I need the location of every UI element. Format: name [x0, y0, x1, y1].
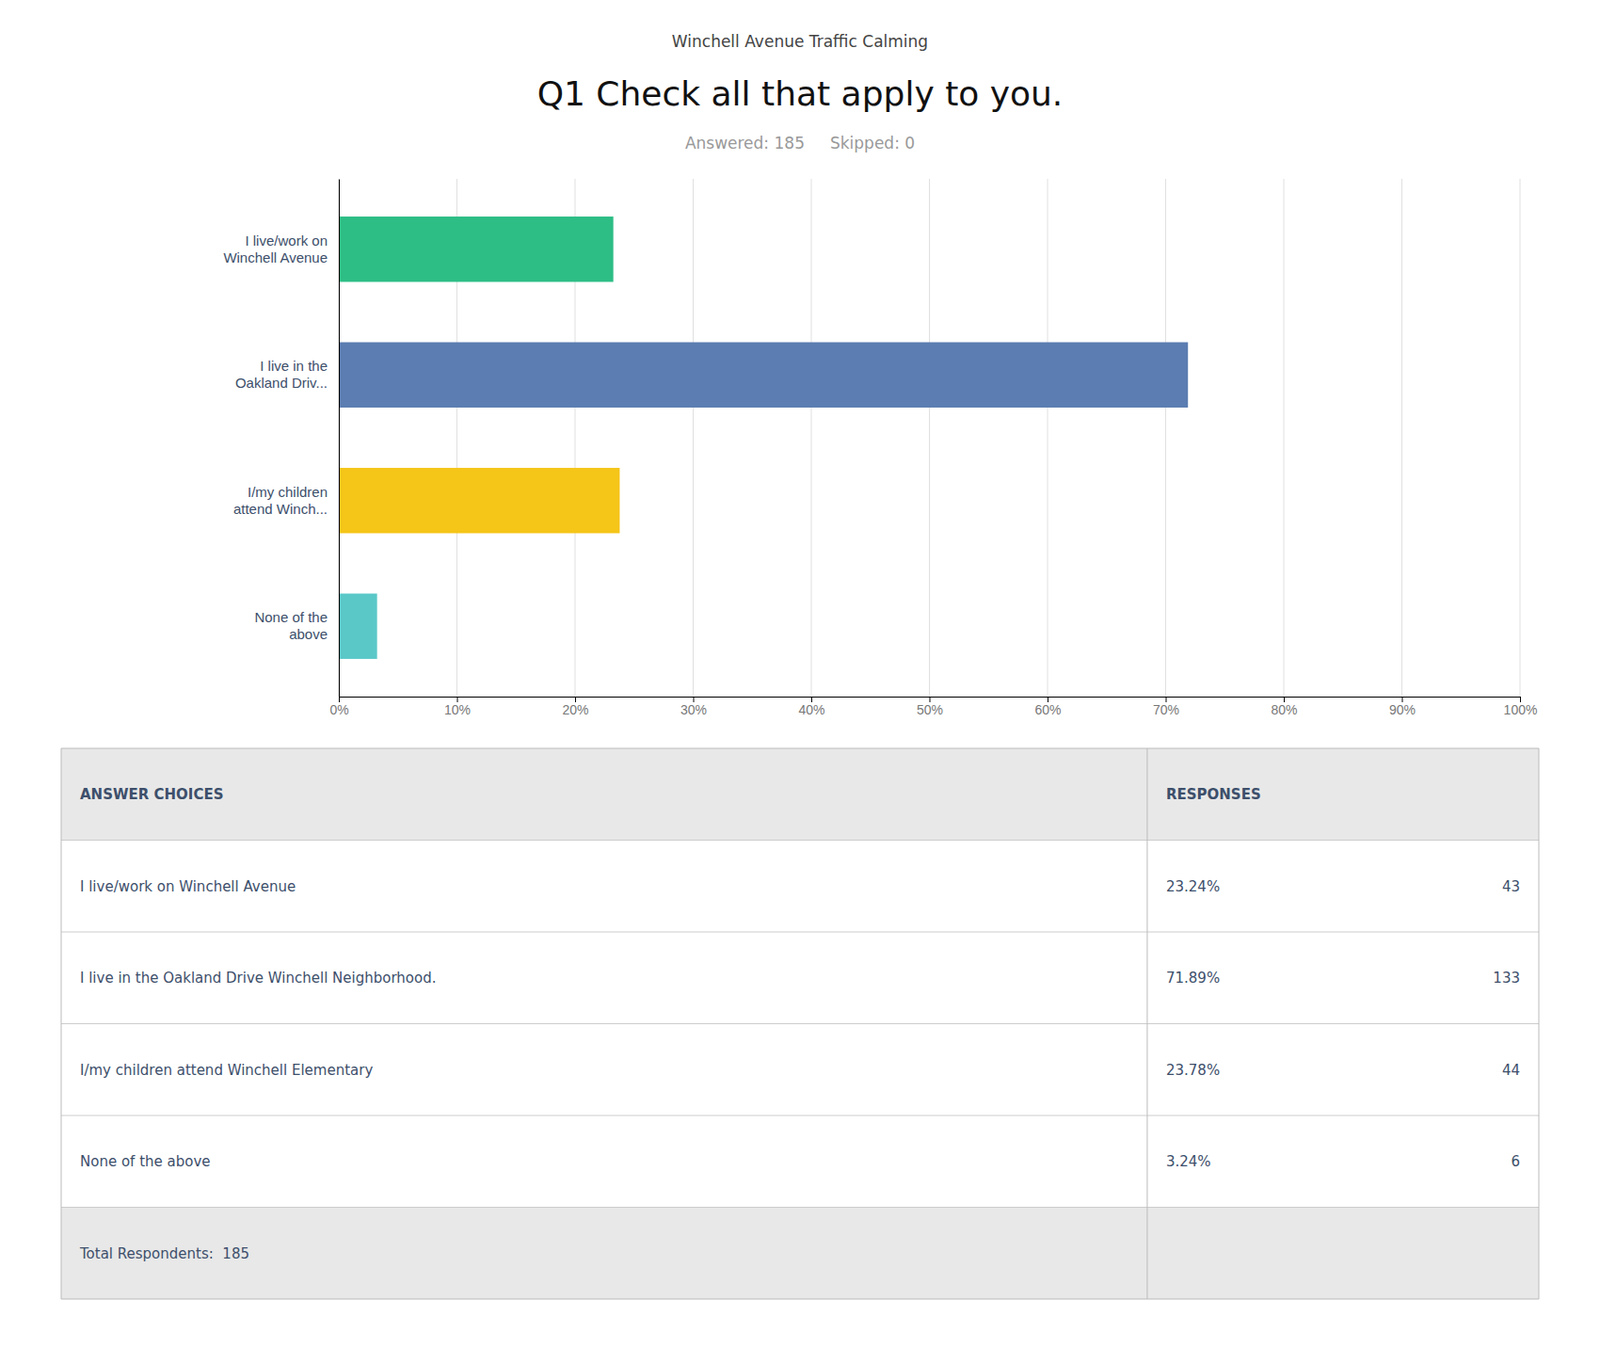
plot-area: 0% 10% 20% 30% 40% 50% 60% 70% 80% 90% 100% I live/…	[223, 178, 1537, 718]
y-tick: I live/work onWinchell Avenue	[223, 232, 339, 266]
x-tick: 0%	[329, 696, 349, 718]
x-tick-label: 30%	[680, 702, 707, 718]
grid-line	[811, 178, 813, 697]
table-divider	[61, 1115, 1539, 1117]
y-tick-label: I live/work onWinchell Avenue	[223, 232, 328, 266]
table-border	[1146, 748, 1148, 1299]
y-tick: I/my childrenattend Winch...	[233, 483, 339, 517]
table-row-bg	[61, 1115, 1539, 1208]
x-axis: 0% 10% 20% 30% 40% 50% 60% 70% 80% 90% 100%	[329, 696, 1537, 718]
x-tick: 30%	[680, 696, 707, 718]
table-header-bg	[61, 748, 1539, 841]
x-tick: 70%	[1152, 696, 1180, 718]
table-border	[61, 1298, 1539, 1300]
table-cell: 133	[1492, 969, 1520, 987]
table-footer: Total Respondents: 185	[79, 1245, 250, 1263]
table-row-bg	[61, 931, 1539, 1024]
chart-root: Winchell Avenue Traffic Calming Q1 Check …	[0, 0, 1600, 1348]
subtitle: Answered: 185 Skipped: 0	[685, 133, 915, 153]
table-cell: I live in the Oakland Drive Winchell Nei…	[80, 969, 437, 987]
x-tick-label: 100%	[1504, 702, 1538, 718]
table-border	[61, 748, 63, 1299]
table-cell: 44	[1502, 1061, 1520, 1079]
grid-line	[1520, 178, 1521, 697]
table-header-cell: RESPONSES	[1166, 785, 1262, 803]
table-border	[1538, 748, 1540, 1299]
grid-line	[692, 178, 694, 697]
bars	[338, 216, 1188, 659]
table: ANSWER CHOICES RESPONSES I live/work on Wi…	[61, 748, 1539, 1299]
x-tick-label: 60%	[1034, 702, 1061, 718]
table-cell: 6	[1510, 1152, 1520, 1170]
x-tick-label: 70%	[1152, 702, 1180, 718]
y-tick: I live in theOakland Driv...	[235, 357, 339, 391]
table-row-bg	[61, 840, 1539, 933]
table-cell: I live/work on Winchell Avenue	[80, 878, 296, 896]
table-cell: 71.89%	[1166, 969, 1220, 987]
table-cell: 43	[1502, 878, 1520, 896]
grid-line	[1165, 178, 1167, 697]
grid-line	[1401, 178, 1403, 697]
table-cell: 3.24%	[1166, 1152, 1212, 1170]
grid	[338, 178, 1520, 697]
table-cell: 23.78%	[1166, 1061, 1220, 1079]
x-tick: 50%	[916, 696, 944, 718]
x-tick-label: 90%	[1389, 702, 1416, 718]
bar	[338, 342, 1188, 408]
table-divider	[61, 839, 1539, 841]
table-cell: I/my children attend Winchell Elementary	[80, 1061, 373, 1079]
x-tick: 90%	[1389, 696, 1416, 718]
bar	[338, 467, 620, 533]
table-cell: 23.24%	[1166, 878, 1220, 896]
y-axis: I live/work onWinchell Avenue I live in t…	[223, 179, 339, 698]
table-divider	[61, 1023, 1539, 1024]
x-tick: 60%	[1034, 696, 1061, 718]
table-cell: None of the above	[80, 1152, 211, 1170]
table-divider	[61, 1206, 1539, 1208]
x-tick-label: 20%	[561, 702, 589, 718]
bar	[338, 216, 614, 282]
table-footer-bg	[61, 1207, 1539, 1300]
y-tick-label: I live in theOakland Driv...	[235, 357, 328, 391]
x-tick-label: 40%	[798, 702, 825, 718]
x-tick-label: 50%	[916, 702, 944, 718]
grid-line	[1047, 178, 1049, 697]
y-tick-label: I/my childrenattend Winch...	[233, 483, 328, 517]
x-tick: 40%	[798, 696, 825, 718]
bar	[338, 593, 378, 659]
x-tick: 100%	[1504, 696, 1538, 718]
suptitle: Winchell Avenue Traffic Calming	[672, 32, 928, 51]
grid-line	[928, 178, 930, 697]
table-divider	[61, 931, 1539, 933]
x-tick: 10%	[444, 696, 471, 718]
title: Q1 Check all that apply to you.	[537, 74, 1064, 113]
y-tick-label: None of theabove	[254, 608, 328, 642]
table-row-bg	[61, 1024, 1539, 1117]
y-tick: None of theabove	[254, 608, 339, 642]
x-tick: 20%	[561, 696, 589, 718]
grid-line	[338, 178, 340, 697]
table-header-cell: ANSWER CHOICES	[80, 785, 224, 803]
x-tick: 80%	[1270, 696, 1297, 718]
grid-line	[1283, 178, 1285, 697]
x-tick-label: 0%	[329, 702, 349, 718]
x-tick-label: 10%	[444, 702, 471, 718]
table-border	[61, 748, 1539, 750]
x-tick-label: 80%	[1270, 702, 1297, 718]
y-axis-line	[338, 179, 340, 698]
